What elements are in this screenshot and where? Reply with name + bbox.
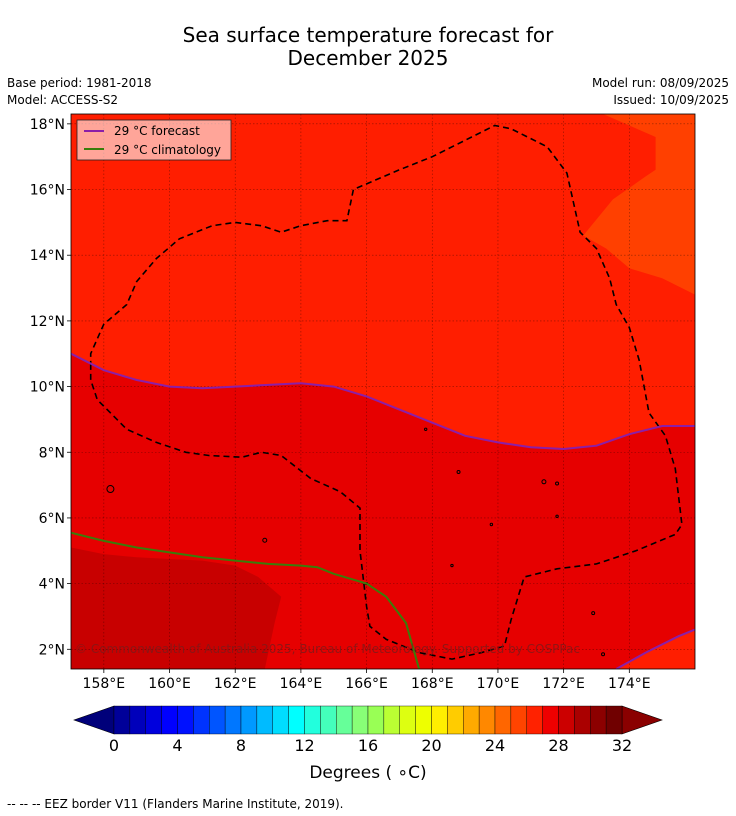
- island-coastline: [423, 427, 428, 431]
- colorbar-segment: [558, 705, 575, 735]
- lon-tick-label: 158°E: [83, 676, 126, 692]
- colorbar-segment: [367, 705, 385, 735]
- colorbar-segment: [336, 705, 353, 735]
- colorbar-segment: [351, 705, 369, 735]
- colorbar-segment: [494, 705, 512, 735]
- climatology-29c-isoline: [71, 531, 421, 669]
- island-coastline: [591, 611, 596, 616]
- colorbar-segment: [478, 705, 496, 735]
- colorbar-segment: [574, 705, 591, 735]
- legend-box: [76, 119, 232, 161]
- colorbar-segment: [240, 705, 258, 735]
- colorbar-segment: [272, 705, 289, 735]
- lat-tick-label: 14°N: [30, 248, 65, 264]
- map-axes: 158°E 160°E 162°E 164°E 166°E 168°E 170°E 172°E…: [30, 117, 651, 692]
- colorbar-tick-label: 12: [294, 736, 314, 755]
- lon-tick-label: 166°E: [345, 676, 388, 692]
- lon-tick-label: 172°E: [542, 676, 585, 692]
- colorbar-unit-label: Degrees ( ∘C): [309, 763, 427, 783]
- legend-climatology-label: 29 °C climatology: [114, 143, 221, 157]
- colorbar-segment: [542, 705, 559, 735]
- island-coastline: [262, 537, 268, 543]
- lat-tick-label: 12°N: [30, 314, 65, 330]
- colorbar-segment: [129, 705, 146, 735]
- copyright-watermark: © Commonwealth of Australia 2025, Bureau…: [75, 642, 580, 656]
- colorbar-segment: [447, 705, 464, 735]
- eez-border: [89, 124, 683, 660]
- colorbar-segment: [526, 705, 543, 735]
- lon-tick-label: 170°E: [477, 676, 520, 692]
- colorbar-segment: [399, 705, 416, 735]
- island-coastline: [106, 485, 115, 494]
- colorbar-segment: [177, 705, 194, 735]
- island-coastline: [456, 469, 461, 474]
- colorbar-segment: [510, 705, 527, 735]
- colorbar: 0 4 8 12 16 20 24 28 32: [73, 705, 663, 755]
- lat-tick-label: 18°N: [30, 117, 65, 133]
- lat-tick-label: 16°N: [30, 183, 65, 199]
- colorbar-under-extend: [73, 705, 115, 735]
- sst-band-27-28: [583, 114, 695, 295]
- forecast-29c-isoline: [71, 352, 695, 451]
- lat-tick-label: 8°N: [39, 445, 65, 461]
- colorbar-segment: [304, 705, 321, 735]
- colorbar-segment: [463, 705, 480, 735]
- colorbar-over-extend: [621, 705, 663, 735]
- map-title-line1: Sea surface temperature forecast for: [182, 23, 554, 47]
- island-coastline: [541, 479, 547, 485]
- issued-text: Issued: 10/09/2025: [613, 93, 729, 107]
- colorbar-tick-label: 8: [236, 736, 246, 755]
- colorbar-segment: [193, 705, 210, 735]
- colorbar-segment: [415, 705, 432, 735]
- colorbar-segment: [161, 705, 178, 735]
- lon-tick-label: 162°E: [214, 676, 257, 692]
- map-plot-area: [71, 114, 695, 669]
- colorbar-segment: [145, 705, 162, 735]
- lon-tick-label: 160°E: [148, 676, 191, 692]
- legend-forecast-label: 29 °C forecast: [114, 124, 200, 138]
- colorbar-segment: [605, 705, 623, 735]
- lon-tick-label: 174°E: [608, 676, 651, 692]
- lon-tick-label: 164°E: [280, 676, 323, 692]
- map-frame: [70, 113, 696, 670]
- island-coastline: [489, 522, 494, 527]
- colorbar-segment: [209, 705, 226, 735]
- colorbar-segment: [256, 705, 273, 735]
- colorbar-tick-label: 0: [109, 736, 119, 755]
- island-coastline: [555, 481, 560, 486]
- lat-tick-label: 10°N: [30, 380, 65, 396]
- colorbar-segment: [224, 705, 242, 735]
- colorbar-segment: [431, 705, 448, 735]
- colorbar-segment: [113, 705, 131, 735]
- island-coastline: [450, 563, 454, 568]
- sst-band-30-31: [71, 547, 282, 669]
- colorbar-segment: [320, 705, 337, 735]
- forecast-29c-isoline-se: [615, 628, 695, 669]
- island-coastline: [601, 652, 606, 657]
- colorbar-tick-label: 32: [612, 736, 632, 755]
- colorbar-tick-label: 20: [421, 736, 441, 755]
- colorbar-segment: [590, 705, 607, 735]
- eez-border-note: -- -- -- EEZ border V11 (Flanders Marine…: [7, 797, 344, 811]
- colorbar-tick-label: 24: [485, 736, 505, 755]
- lat-tick-label: 6°N: [39, 511, 65, 527]
- map-legend: 29 °C forecast 29 °C climatology: [76, 119, 232, 161]
- base-period-text: Base period: 1981-2018: [7, 76, 152, 90]
- colorbar-tick-label: 4: [172, 736, 182, 755]
- map-title-line2: December 2025: [287, 46, 449, 70]
- lat-tick-label: 2°N: [39, 642, 65, 658]
- model-run-text: Model run: 08/09/2025: [591, 76, 729, 90]
- lon-tick-label: 168°E: [411, 676, 454, 692]
- colorbar-segment: [288, 705, 305, 735]
- colorbar-segment: [383, 705, 400, 735]
- model-text: Model: ACCESS-S2: [7, 93, 119, 107]
- lat-tick-label: 4°N: [39, 577, 65, 593]
- island-coastline: [555, 514, 559, 518]
- colorbar-tick-label: 16: [358, 736, 378, 755]
- colorbar-tick-label: 28: [548, 736, 568, 755]
